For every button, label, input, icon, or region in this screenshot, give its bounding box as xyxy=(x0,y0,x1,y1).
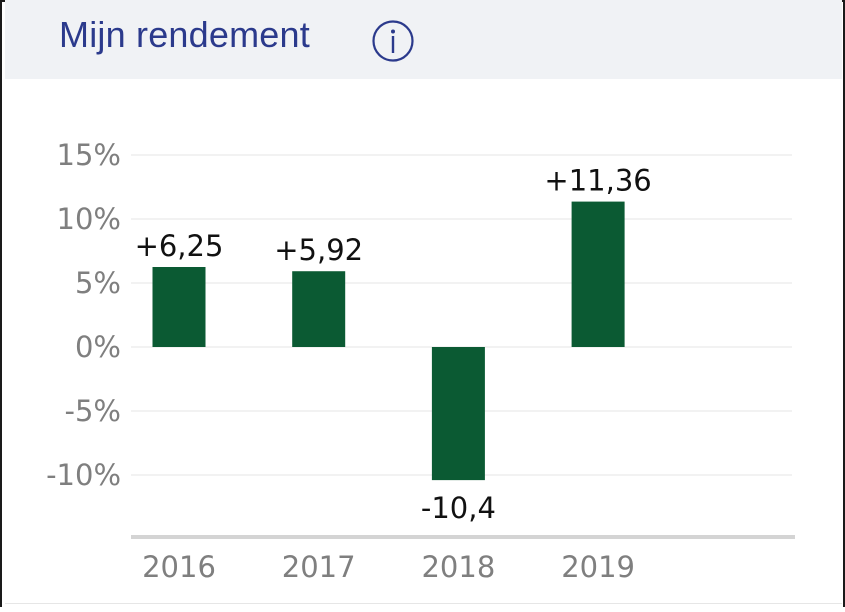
y-tick-label: 10% xyxy=(57,202,121,236)
x-tick-label: 2019 xyxy=(561,550,635,584)
x-tick-label: 2018 xyxy=(421,550,495,584)
page-title: Mijn rendement xyxy=(59,14,310,55)
bar xyxy=(152,267,206,347)
x-tick-label: 2016 xyxy=(142,550,216,584)
bar xyxy=(431,347,485,481)
data-label: +11,36 xyxy=(544,164,651,198)
widget-header: Mijn rendement xyxy=(5,0,842,79)
y-tick-label: -5% xyxy=(65,394,121,428)
y-tick-label: 5% xyxy=(75,266,121,300)
data-label: +5,92 xyxy=(274,233,363,267)
data-label: -10,4 xyxy=(421,491,496,525)
data-label: +6,25 xyxy=(135,229,224,263)
x-tick-label: 2017 xyxy=(282,550,356,584)
info-circle-icon[interactable] xyxy=(371,19,415,63)
y-tick-label: -10% xyxy=(46,458,121,492)
y-tick-label: 15% xyxy=(57,138,121,172)
y-tick-label: 0% xyxy=(75,330,121,364)
bar xyxy=(571,201,625,347)
divider xyxy=(5,603,842,604)
bar xyxy=(292,271,346,347)
